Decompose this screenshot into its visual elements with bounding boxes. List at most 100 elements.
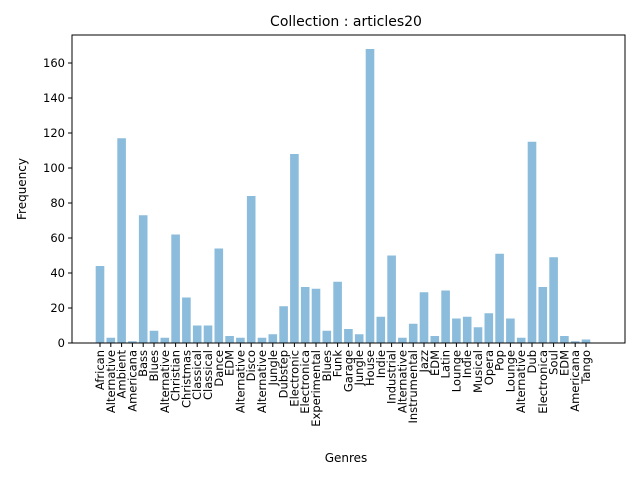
x-tick-label: Christmas [179, 350, 193, 408]
x-tick-label: Latin [439, 350, 453, 378]
bar-26 [376, 316, 386, 343]
bar-12 [225, 336, 234, 343]
x-tick-label: EDM [428, 350, 442, 376]
x-tick-label: Lounge [449, 350, 463, 392]
bar-6 [160, 337, 170, 343]
y-tick-label: 120 [43, 126, 65, 140]
x-tick-label: House [363, 350, 377, 386]
y-tick-label: 140 [43, 91, 65, 105]
bar-37 [495, 253, 504, 343]
bar-21 [322, 330, 332, 343]
bar-41 [538, 287, 548, 343]
bar-27 [387, 255, 396, 343]
x-tick-label: EDM [223, 350, 237, 376]
x-tick-label: Alternative [233, 350, 247, 413]
x-tick-label: Classical [190, 350, 204, 400]
y-tick-label: 20 [50, 301, 65, 315]
x-tick-label: Americana [568, 350, 582, 412]
x-tick-label: Americana [125, 350, 139, 412]
x-tick-label: Dub [525, 350, 539, 373]
x-axis-label: Genres [325, 451, 368, 465]
bar-24 [354, 334, 364, 343]
x-tick-label: Alternative [104, 350, 118, 413]
x-tick-label: African [93, 350, 107, 390]
bar-10 [203, 325, 213, 343]
chart-title: Collection : articles20 [270, 14, 422, 30]
x-tick-label: Jazz [417, 350, 431, 374]
bar-36 [484, 313, 494, 343]
bar-29 [408, 323, 418, 343]
bar-22 [333, 281, 342, 343]
x-tick-label: Christian [169, 350, 183, 401]
bar-40 [527, 141, 537, 343]
bar-4 [138, 215, 148, 343]
x-tick-label: Jungle [352, 350, 366, 387]
bar-43 [560, 336, 569, 343]
bar-44 [570, 341, 580, 343]
x-tick-label: Bass [136, 350, 150, 377]
bar-20 [311, 288, 321, 343]
y-tick-label: 0 [58, 336, 65, 350]
x-tick-label: Soul [547, 350, 561, 375]
x-tick-label: Blues [147, 350, 161, 381]
x-tick-label: Indie [460, 350, 474, 378]
y-tick-label: 80 [50, 196, 65, 210]
x-tick-label: Alternative [255, 350, 269, 413]
bar-3 [128, 341, 137, 343]
x-tick-label: Funk [331, 350, 345, 378]
bar-9 [192, 325, 202, 343]
x-tick-label: Pop [493, 350, 507, 371]
bar-1 [106, 337, 116, 343]
bar-28 [398, 337, 407, 343]
bar-25 [365, 49, 375, 343]
x-tick-label: Classical [201, 350, 215, 400]
y-axis-label: Frequency [15, 158, 29, 220]
bar-18 [290, 154, 299, 343]
x-tick-label: Tango [579, 350, 593, 385]
bar-32 [441, 290, 450, 343]
x-tick-label: Dance [212, 350, 226, 387]
bar-2 [117, 138, 126, 343]
x-tick-label: Industrial [385, 350, 399, 404]
x-tick-label: Alternative [158, 350, 172, 413]
bar-31 [430, 336, 440, 343]
bar-19 [300, 287, 310, 343]
x-tick-label: Ambient [115, 350, 129, 399]
bar-0 [95, 266, 105, 343]
y-tick-label: 60 [50, 231, 65, 245]
bar-15 [257, 337, 267, 343]
x-tick-label: Electronica [298, 350, 312, 414]
x-tick-label: Lounge [503, 350, 517, 392]
bar-13 [236, 337, 245, 343]
bar-45 [581, 339, 591, 343]
bars-group [95, 49, 591, 343]
x-tick-label: Jungle [266, 350, 280, 387]
bar-17 [279, 306, 288, 343]
bar-14 [246, 196, 256, 343]
x-tick-label: Musical [471, 350, 485, 393]
x-tick-label: Instrumental [406, 350, 420, 424]
bar-38 [506, 318, 515, 343]
x-tick-label: EDM [557, 350, 571, 376]
y-axis-ticks: 0 20 40 60 80 100 120 140 160 [43, 56, 72, 350]
bar-16 [268, 334, 278, 343]
x-axis-ticks: AfricanAlternativeAmbientAmericanaBassBl… [93, 343, 593, 427]
x-tick-label: Electronic [287, 350, 301, 407]
bar-42 [549, 257, 558, 343]
bar-23 [344, 329, 353, 343]
bar-11 [214, 248, 224, 343]
bar-35 [473, 327, 483, 343]
bar-33 [452, 318, 461, 343]
x-tick-label: Blues [320, 350, 334, 381]
x-tick-label: Electronica [536, 350, 550, 414]
x-tick-label: Opera [482, 350, 496, 385]
x-tick-label: Alternative [514, 350, 528, 413]
bar-7 [171, 234, 180, 343]
y-tick-label: 40 [50, 266, 65, 280]
bar-5 [149, 330, 159, 343]
bar-39 [516, 337, 526, 343]
bar-30 [419, 292, 429, 343]
bar-8 [182, 297, 191, 343]
